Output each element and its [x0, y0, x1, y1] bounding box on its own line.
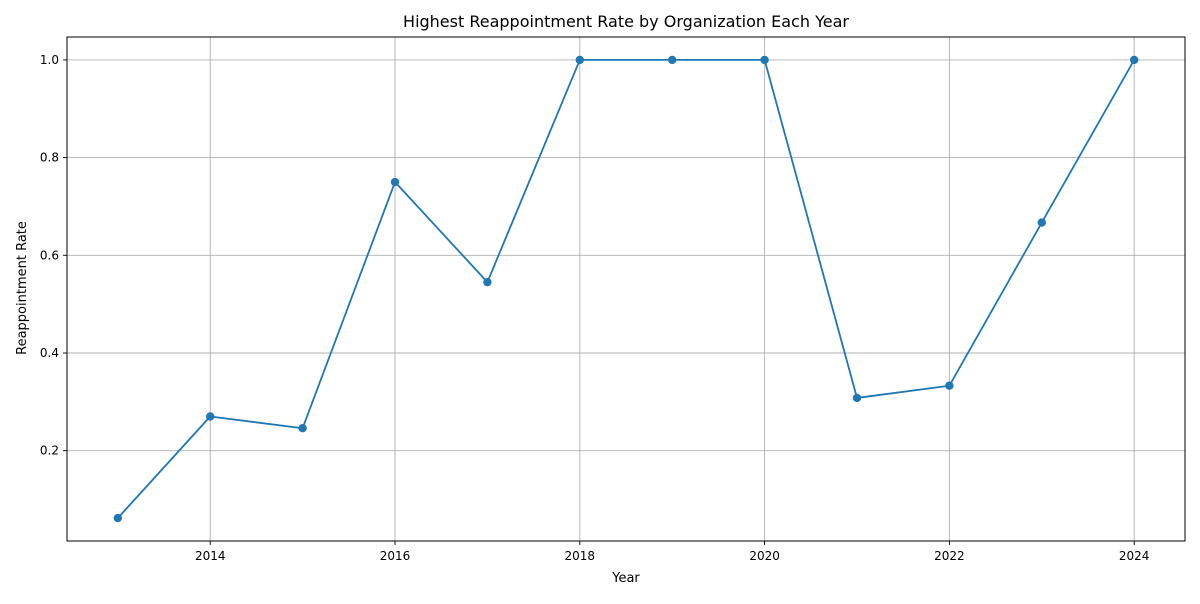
data-point: [1037, 218, 1046, 227]
chart-title: Highest Reappointment Rate by Organizati…: [403, 12, 849, 31]
data-point: [945, 381, 954, 390]
x-tick-label: 2020: [749, 549, 780, 563]
data-point: [760, 55, 769, 65]
data-point: [113, 513, 123, 523]
data-point: [483, 277, 492, 287]
x-tick-label: 2018: [565, 549, 596, 563]
data-point: [1129, 55, 1139, 65]
data-point: [390, 177, 400, 187]
data-point: [206, 412, 215, 421]
y-tick-label: 0.4: [40, 346, 59, 360]
y-axis-label: Reappointment Rate: [15, 221, 30, 355]
x-tick-label: 2024: [1119, 549, 1150, 563]
grid-layer: [67, 37, 1185, 541]
x-tick-label: 2014: [195, 549, 226, 563]
data-point: [575, 55, 585, 65]
x-axis-label: Year: [611, 571, 640, 586]
x-tick-label: 2016: [380, 549, 411, 563]
y-tick-label: 1.0: [40, 53, 59, 67]
ticks-layer: 2014 2016 2018 2020 2022 2024 0.2 0.4 0.6 0.8 1.0: [40, 53, 1150, 563]
series-layer: [113, 55, 1139, 523]
y-tick-label: 0.2: [40, 444, 59, 458]
y-tick-label: 0.6: [40, 248, 59, 262]
y-tick-label: 0.8: [40, 151, 59, 165]
series-line: [116, 59, 1136, 519]
x-tick-label: 2022: [934, 549, 965, 563]
plot-frame: [66, 36, 1186, 542]
data-point: [667, 55, 677, 65]
data-point: [298, 424, 307, 433]
data-point: [852, 393, 862, 403]
